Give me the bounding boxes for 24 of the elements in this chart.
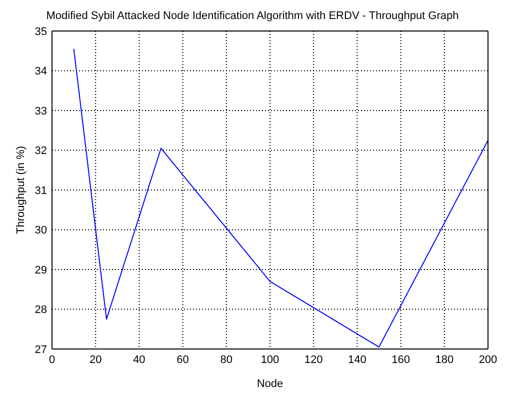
x-tick-label: 0 [48, 354, 56, 366]
y-tick-label: 27 [34, 344, 47, 356]
y-tick-label: 34 [34, 66, 47, 78]
line-series [73, 48, 488, 348]
x-tick-label: 180 [435, 354, 454, 366]
y-tick-label: 31 [34, 184, 47, 197]
x-tick-label: 100 [260, 354, 280, 366]
x-tick-label: 40 [133, 354, 146, 366]
y-tick-label: 29 [34, 264, 47, 276]
chart-title: Modified Sybil Attacked Node Identification Algorithm with ERDV - Throughput Graph [45, 10, 460, 22]
x-tick-label: 60 [176, 354, 189, 366]
y-tick-label: 33 [34, 105, 47, 118]
x-tick-label: 160 [392, 354, 410, 366]
y-tick-label: 30 [34, 224, 47, 237]
x-tick-label: 20 [89, 354, 102, 366]
x-tick-label: 140 [348, 354, 366, 366]
y-tick-label: 32 [34, 145, 47, 158]
x-axis-title: Node [256, 378, 284, 390]
y-tick-label: 35 [34, 26, 47, 38]
x-tick-label: 120 [304, 354, 323, 366]
x-tick-label: 200 [478, 354, 498, 366]
x-tick-label: 80 [220, 354, 233, 366]
y-tick-label: 28 [34, 304, 47, 316]
y-axis-title: Throughput (in %) [14, 146, 27, 234]
